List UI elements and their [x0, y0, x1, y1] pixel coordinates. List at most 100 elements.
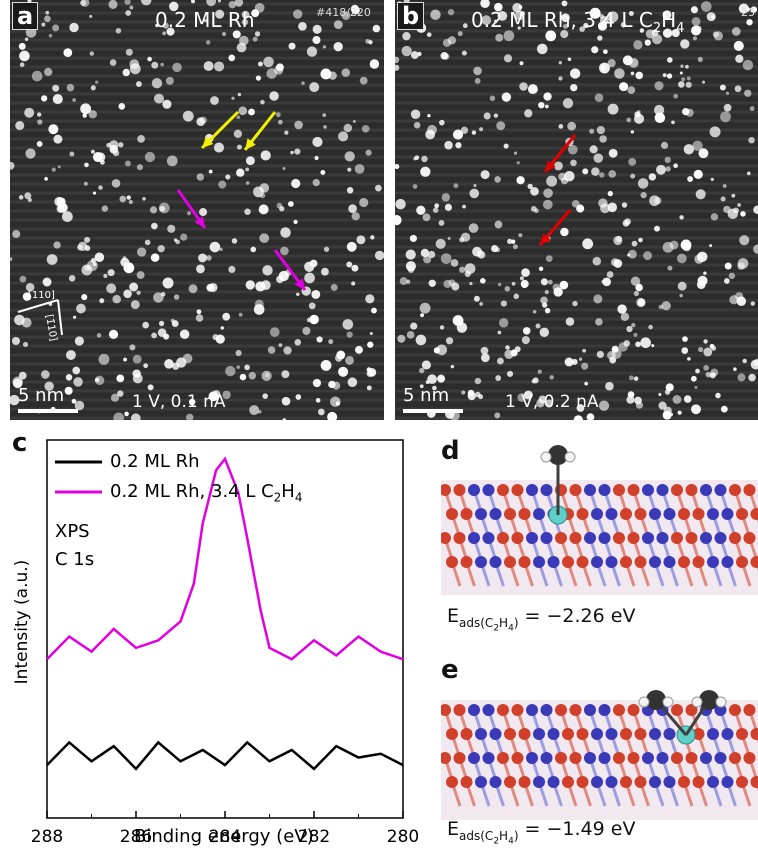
adatom	[746, 19, 753, 26]
adatom	[288, 42, 296, 50]
adatom	[89, 51, 95, 56]
adatom	[474, 377, 482, 385]
adatom	[346, 187, 354, 194]
adatom	[567, 57, 572, 62]
adatom	[472, 246, 482, 257]
adatom	[320, 359, 332, 371]
adatom	[241, 10, 250, 19]
titanium-atom	[656, 532, 669, 544]
adatom	[729, 295, 739, 305]
c1s-annotation: C 1s	[55, 549, 95, 570]
hydrogen-atom	[662, 696, 674, 708]
adatom	[254, 31, 261, 37]
adatom	[479, 302, 483, 306]
adatom	[698, 148, 709, 159]
adatom	[293, 219, 298, 225]
adatom	[10, 257, 13, 261]
adatom	[44, 381, 54, 391]
adatom	[298, 21, 307, 31]
titanium-atom	[533, 776, 545, 788]
adatom	[106, 142, 112, 148]
adatom	[108, 329, 119, 339]
oxygen-atom	[729, 752, 741, 764]
adatom	[595, 318, 603, 326]
adatom	[711, 345, 717, 351]
titanium-atom	[721, 508, 734, 520]
adatom	[208, 391, 219, 402]
adatom	[692, 36, 698, 41]
adatom	[480, 0, 490, 9]
adatom	[631, 240, 638, 247]
adatom	[45, 10, 50, 15]
adatom	[538, 101, 545, 109]
adatom	[157, 244, 165, 253]
adatom	[196, 173, 205, 181]
adatom	[196, 309, 202, 315]
adatom	[236, 115, 241, 120]
adatom	[682, 108, 690, 116]
adatom	[685, 81, 692, 88]
adatom	[493, 2, 503, 12]
adatom	[99, 159, 105, 165]
adatom	[162, 277, 174, 289]
adatom	[753, 205, 758, 214]
adatom	[447, 8, 455, 16]
adatom	[511, 281, 516, 286]
adatom	[244, 208, 251, 215]
adatom	[626, 325, 633, 333]
adatom	[203, 19, 207, 23]
adatom	[742, 358, 747, 364]
titanium-atom	[540, 704, 553, 716]
adatom	[480, 346, 489, 355]
panel-label-e: e	[441, 655, 459, 685]
adatom	[198, 253, 207, 263]
adatom	[481, 15, 492, 26]
adatom	[206, 0, 217, 7]
adatom	[118, 142, 124, 148]
adatom	[41, 370, 50, 379]
titanium-atom	[700, 484, 712, 496]
adatom	[635, 71, 644, 80]
adatom	[206, 283, 215, 292]
adatom	[753, 358, 758, 367]
titanium-atom	[707, 728, 719, 740]
adatom	[415, 334, 427, 346]
adatom	[573, 415, 584, 420]
adatom	[567, 121, 577, 131]
adatom	[330, 283, 338, 291]
legend-label-magenta-sub2: 4	[294, 490, 303, 505]
adatom	[750, 6, 758, 13]
adatom	[524, 109, 533, 118]
adatom	[328, 380, 336, 389]
adatom	[544, 307, 551, 314]
adatom	[544, 290, 549, 295]
oxygen-atom	[441, 752, 451, 764]
adatom	[341, 68, 351, 77]
adatom	[495, 247, 501, 253]
adatom	[31, 70, 43, 82]
adatom	[628, 58, 639, 68]
adatom	[691, 16, 701, 26]
adatom	[467, 389, 475, 397]
adatom	[517, 26, 521, 30]
adatom	[416, 205, 426, 215]
adatom	[236, 144, 242, 150]
adatom	[579, 26, 586, 32]
adatom	[514, 346, 521, 353]
titanium-atom	[663, 776, 676, 788]
adatom	[162, 22, 169, 29]
adatom	[395, 56, 400, 64]
yellow-arrow-head	[202, 136, 214, 148]
adatom	[591, 46, 599, 54]
oxygen-atom	[671, 704, 683, 716]
adatom	[630, 276, 641, 286]
adatom	[737, 373, 746, 382]
adatom	[191, 0, 195, 4]
adatom	[664, 156, 671, 164]
titanium-atom	[475, 556, 487, 568]
titanium-atom	[540, 532, 553, 544]
adatom	[473, 295, 480, 302]
adatom	[621, 202, 628, 208]
adatom	[633, 290, 640, 297]
adatom	[653, 104, 665, 116]
